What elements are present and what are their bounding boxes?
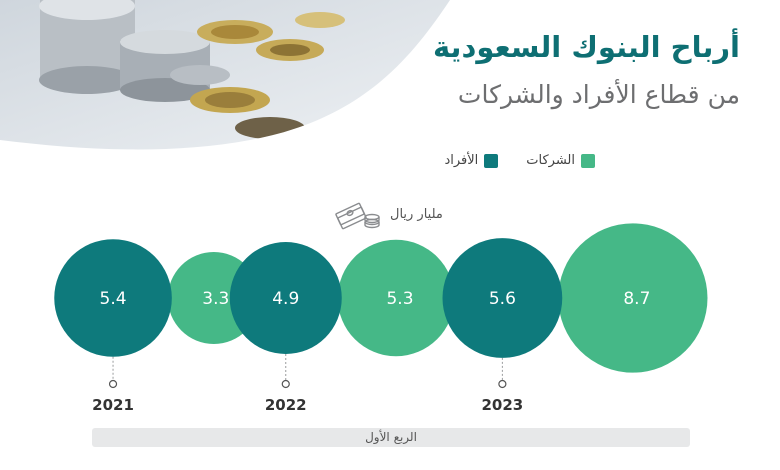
legend-label-individuals: الأفراد xyxy=(444,153,479,168)
legend-item-individuals: الأفراد xyxy=(444,153,499,168)
year-label-2023: 2023 xyxy=(482,396,524,414)
legend-swatch-companies xyxy=(581,153,595,168)
value-label-companies-2023: 8.7 xyxy=(623,289,650,309)
page-subtitle: من قطاع الأفراد والشركات xyxy=(457,80,740,109)
value-label-companies-2022: 5.3 xyxy=(386,289,413,309)
bubble-companies-2023 xyxy=(558,223,708,373)
value-label-companies-2021: 3.3 xyxy=(202,289,229,309)
bubble-companies-2022 xyxy=(337,239,455,357)
value-label-individuals-2021: 5.4 xyxy=(100,289,127,309)
axis-dot-2022 xyxy=(281,379,290,389)
unit-label: مليار ريال xyxy=(390,206,443,222)
value-label-individuals-2022: 4.9 xyxy=(272,289,299,309)
legend-swatch-individuals xyxy=(484,153,499,168)
axis-dot-2023 xyxy=(498,379,507,389)
bubble-individuals-2021 xyxy=(54,239,172,357)
chart-legend: الشركات الأفراد xyxy=(444,153,595,168)
page-title: أرباح البنوك السعودية xyxy=(432,30,740,64)
year-label-2021: 2021 xyxy=(92,396,134,414)
bubble-individuals-2023 xyxy=(442,238,563,358)
coins-photo xyxy=(0,0,450,150)
legend-item-companies: الشركات xyxy=(526,153,595,168)
bubble-individuals-2022 xyxy=(229,241,342,355)
year-label-2022: 2022 xyxy=(265,396,307,414)
money-stack-icon xyxy=(335,202,380,230)
unit-label-group: مليار ريال xyxy=(334,198,443,230)
value-label-individuals-2023: 5.6 xyxy=(489,289,516,309)
axis-dot-2021 xyxy=(108,379,118,389)
legend-label-companies: الشركات xyxy=(526,153,575,168)
period-footer: الربع الأول xyxy=(92,428,690,447)
